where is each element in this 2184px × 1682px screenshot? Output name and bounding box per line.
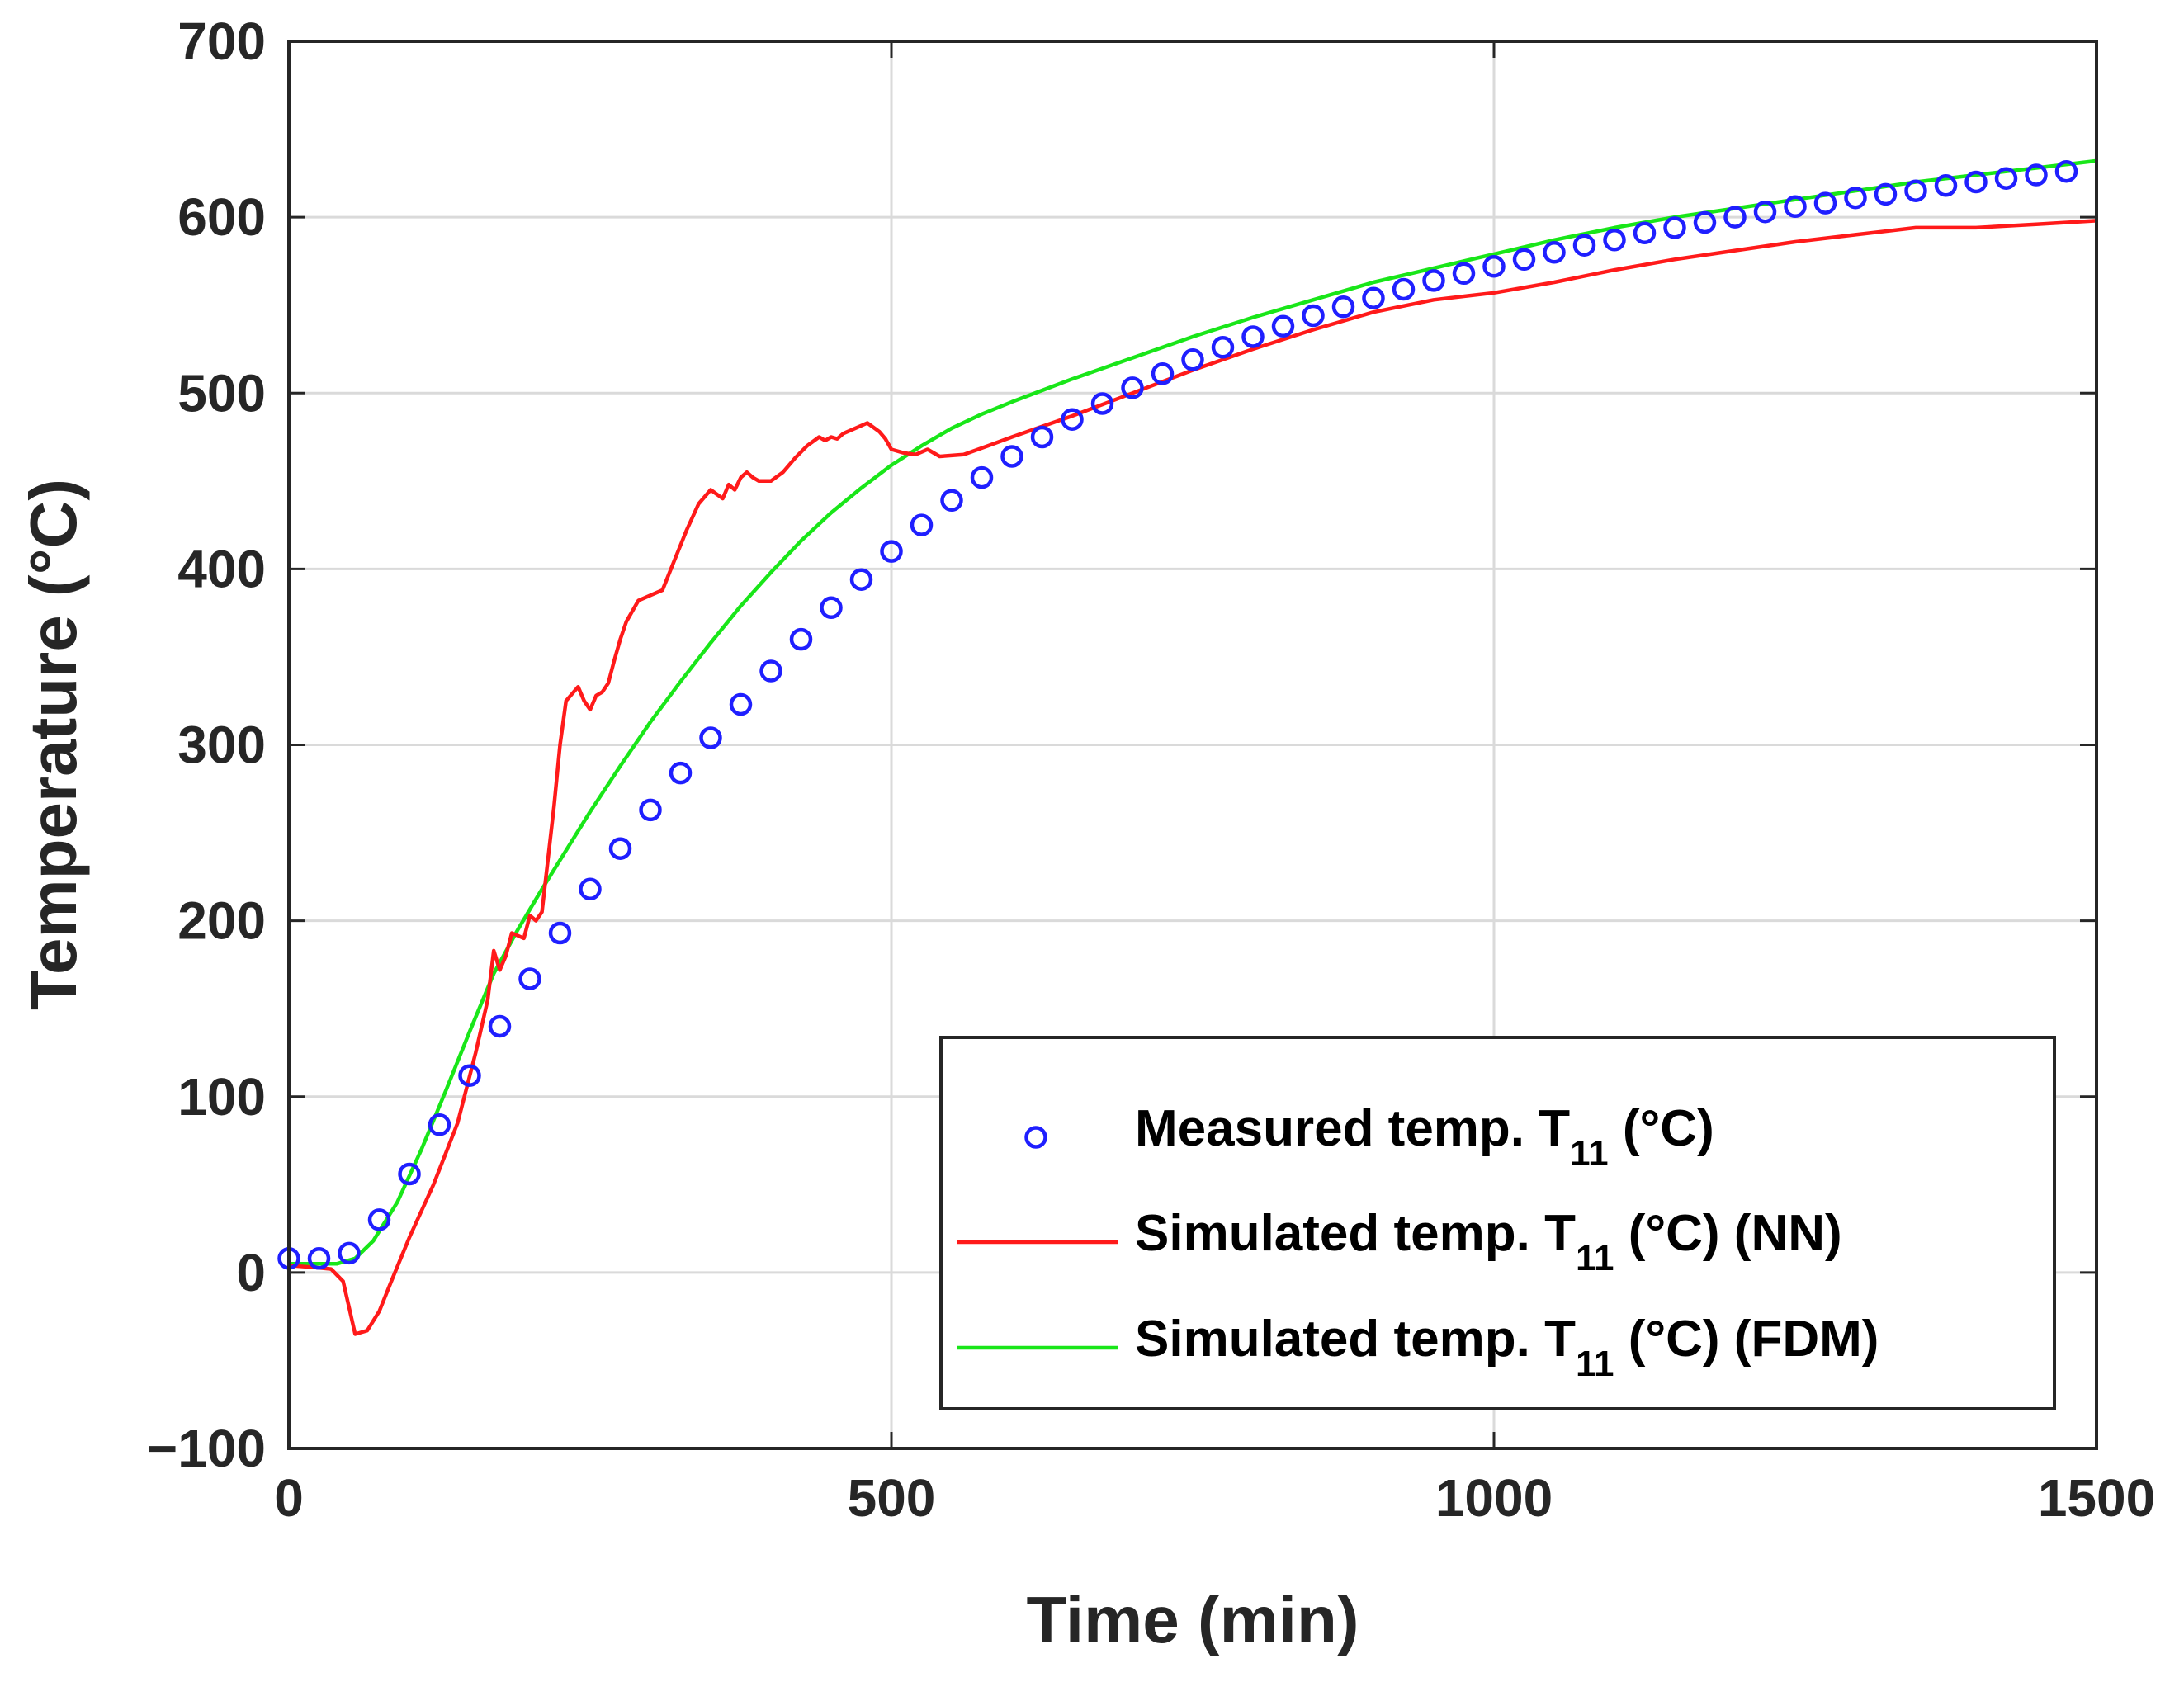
- data-point-measured: [1302, 304, 1325, 328]
- data-point-measured: [1241, 325, 1265, 348]
- data-point-measured: [1693, 210, 1717, 234]
- data-point-measured: [1543, 241, 1566, 264]
- data-point-measured: [1934, 174, 1958, 197]
- data-point-measured: [1392, 277, 1416, 301]
- legend-measured-label: Measured temp. T: [1135, 1100, 1570, 1157]
- data-point-measured: [2054, 159, 2078, 183]
- y-tick-label: 700: [177, 12, 266, 71]
- legend-nn-label: Simulated temp. T: [1135, 1205, 1576, 1262]
- data-point-measured: [789, 627, 813, 651]
- data-point-measured: [1000, 445, 1023, 468]
- data-point-measured: [608, 837, 632, 860]
- legend-fdm-subscript: 11: [1576, 1344, 1614, 1384]
- y-tick-label: 300: [177, 716, 266, 775]
- series-layer: [277, 158, 2097, 1336]
- legend-entry-nn: Simulated temp. T11 (°C) (NN): [1135, 1205, 1842, 1278]
- data-point-measured: [1482, 255, 1506, 278]
- data-point-measured: [1753, 200, 1777, 224]
- legend-nn-suffix: (°C) (NN): [1614, 1205, 1841, 1262]
- legend-measured-subscript: 11: [1570, 1133, 1609, 1174]
- series-line-nn: [288, 219, 2097, 1336]
- legend: Measured temp. T11 (°C) Simulated temp. …: [939, 1036, 2056, 1410]
- data-point-measured: [910, 513, 934, 536]
- y-tick-label: 500: [177, 363, 266, 423]
- legend-fdm-suffix: (°C) (FDM): [1614, 1311, 1879, 1368]
- x-tick-label: 1500: [2038, 1468, 2155, 1528]
- y-tick-label: 100: [177, 1067, 266, 1127]
- data-point-measured: [970, 465, 994, 489]
- legend-measured-suffix: (°C): [1609, 1100, 1714, 1157]
- data-point-measured: [2025, 163, 2048, 187]
- data-point-measured: [1331, 295, 1355, 319]
- data-point-measured: [1964, 170, 1988, 194]
- data-point-measured: [820, 596, 843, 620]
- data-point-measured: [488, 1014, 512, 1038]
- legend-marker-measured: [1024, 1126, 1047, 1149]
- data-point-measured: [1904, 179, 1927, 202]
- data-point-measured: [367, 1208, 391, 1231]
- x-tick-label: 500: [848, 1468, 936, 1528]
- data-point-measured: [1090, 392, 1114, 415]
- data-point-measured: [669, 761, 693, 785]
- data-point-measured: [1994, 167, 2018, 190]
- x-tick-label: 0: [274, 1468, 304, 1528]
- data-point-measured: [1061, 408, 1084, 431]
- data-point-measured: [548, 921, 572, 945]
- data-point-measured: [1663, 216, 1686, 239]
- data-point-measured: [1452, 262, 1476, 286]
- legend-box: [939, 1036, 2056, 1410]
- data-point-measured: [1572, 234, 1596, 257]
- data-point-measured: [1512, 248, 1536, 272]
- data-point-measured: [759, 659, 782, 683]
- data-point-measured: [940, 489, 963, 513]
- data-point-measured: [729, 692, 753, 716]
- y-tick-label: −100: [147, 1419, 266, 1478]
- data-point-measured: [1874, 182, 1898, 206]
- data-point-measured: [518, 967, 541, 990]
- y-tick-label: 0: [236, 1243, 266, 1302]
- y-axis-label: Temperature (°C): [17, 479, 90, 1010]
- data-point-measured: [1121, 376, 1144, 399]
- data-point-measured: [1603, 229, 1626, 252]
- data-point-measured: [307, 1247, 331, 1270]
- data-point-measured: [1633, 221, 1657, 245]
- data-point-measured: [1422, 269, 1445, 292]
- data-point-measured: [1723, 206, 1747, 229]
- data-point-measured: [338, 1241, 361, 1265]
- data-point-measured: [849, 568, 873, 591]
- legend-nn-subscript: 11: [1576, 1238, 1614, 1278]
- data-point-measured: [639, 798, 662, 822]
- y-tick-label: 600: [177, 187, 266, 247]
- data-point-measured: [428, 1113, 451, 1136]
- legend-entry-measured: Measured temp. T11 (°C): [1135, 1100, 1714, 1174]
- data-point-measured: [1211, 336, 1235, 359]
- data-point-measured: [579, 877, 602, 901]
- data-point-measured: [1784, 195, 1807, 219]
- ticks: [287, 40, 2098, 1450]
- data-point-measured: [1181, 348, 1204, 371]
- data-point-measured: [1151, 362, 1175, 385]
- y-tick-label: 200: [177, 891, 266, 951]
- y-tick-label: 400: [177, 539, 266, 598]
- data-point-measured: [1030, 425, 1054, 449]
- data-point-measured: [458, 1064, 481, 1087]
- legend-entry-fdm: Simulated temp. T11 (°C) (FDM): [1135, 1311, 1879, 1384]
- data-point-measured: [1271, 314, 1295, 338]
- data-point-measured: [1813, 191, 1837, 215]
- data-point-measured: [699, 726, 722, 749]
- data-point-measured: [1844, 186, 1867, 210]
- x-tick-label: 1000: [1435, 1468, 1553, 1528]
- data-point-measured: [880, 540, 903, 563]
- data-point-measured: [1362, 286, 1385, 309]
- data-point-measured: [398, 1162, 421, 1186]
- legend-fdm-label: Simulated temp. T: [1135, 1311, 1576, 1368]
- x-axis-label: Time (min): [1026, 1583, 1359, 1656]
